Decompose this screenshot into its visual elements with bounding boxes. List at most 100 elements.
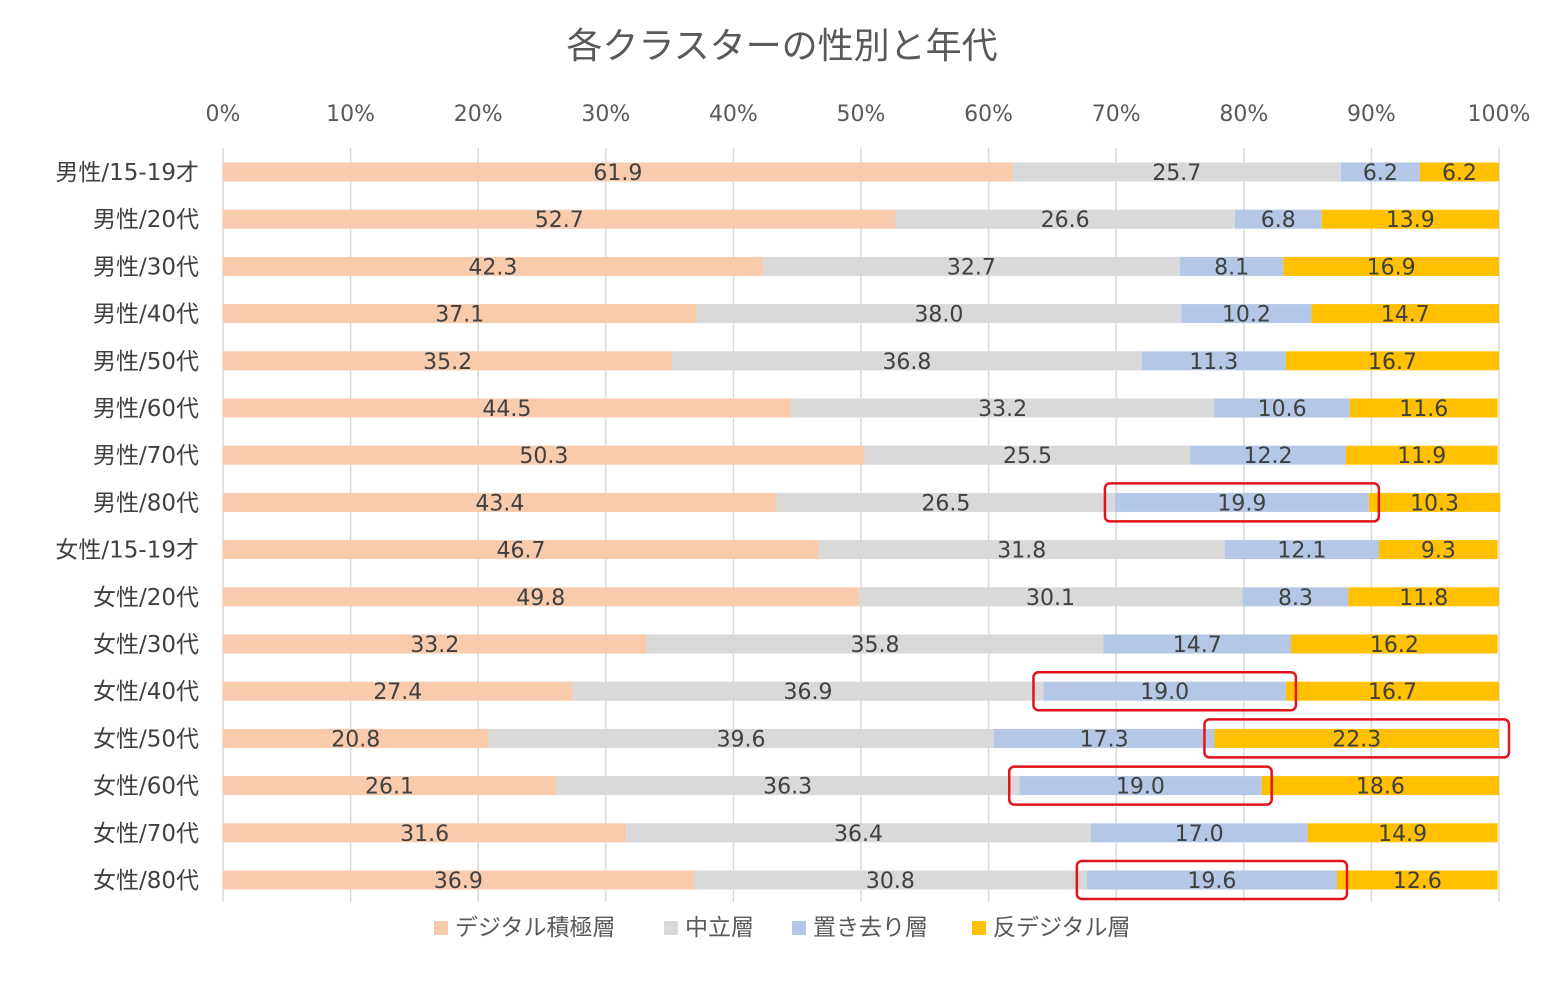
category-label: 男性/40代 [93,302,199,328]
bar-segment [223,351,673,371]
data-label: 42.3 [468,255,517,280]
data-label: 11.6 [1399,397,1448,422]
data-label: 49.8 [516,586,565,611]
bar-segment [223,162,1013,182]
data-label: 9.3 [1421,539,1456,564]
x-tick-label: 60% [964,102,1013,127]
category-label: 男性/20代 [93,207,199,233]
data-label: 31.8 [997,539,1046,564]
category-label: 女性/20代 [93,585,199,611]
highlight-box [1075,859,1349,901]
data-label: 19.0 [1116,775,1165,800]
data-label: 10.3 [1410,491,1459,516]
bar-segment [1419,162,1499,182]
highlight-box [1103,482,1381,523]
category-label: 男性/60代 [93,396,199,422]
bar-segment [1214,398,1350,418]
bar-segment [223,681,573,701]
data-label: 36.8 [882,350,931,375]
bar-segment [1090,823,1308,843]
bar-segment [696,304,1182,324]
x-tick-label: 0% [206,102,241,127]
bar-segment [1291,634,1498,654]
bar-segment [1043,681,1286,701]
x-tick-label: 80% [1219,102,1268,127]
bar-segment [223,445,865,465]
legend-swatch [972,921,986,935]
bar-segment [895,209,1235,229]
data-label: 36.4 [834,822,883,847]
data-label: 10.6 [1258,397,1307,422]
data-label: 36.9 [784,680,833,705]
bars [223,162,1501,890]
category-label: 女性/60代 [93,774,199,800]
bar-segment [993,728,1215,748]
bar-segment [1019,776,1262,796]
bar-segment [1180,256,1284,276]
bar-segment [572,681,1044,701]
bar-segment [1214,728,1499,748]
x-axis-tick-labels: 0% 10% 20% 30% 40% 50% 60% 70% 80% 90% 100% [206,102,1531,127]
bar-segment [223,256,763,276]
legend-label: 反デジタル層 [993,915,1131,941]
bar-segment [776,492,1115,512]
data-label: 6.2 [1363,161,1398,186]
category-label: 男性/80代 [93,490,199,516]
data-label: 19.9 [1217,491,1266,516]
data-label: 25.7 [1152,161,1201,186]
category-label: 女性/50代 [93,726,199,752]
x-tick-label: 100% [1468,102,1531,127]
data-label: 52.7 [535,208,584,233]
bar-segment [1261,776,1499,796]
bar-segment [1368,492,1501,512]
data-label: 6.2 [1442,161,1477,186]
bar-segment [223,634,647,654]
category-label: 男性/50代 [93,349,199,375]
bar-segment [1114,492,1369,512]
bar-segment [556,776,1020,796]
bar-segment [223,209,896,229]
data-label: 30.1 [1026,586,1075,611]
legend-swatch [664,921,678,935]
data-label: 38.0 [914,303,963,328]
bar-segment [223,540,819,560]
data-label: 13.9 [1386,208,1435,233]
category-labels: 男性/15-19才男性/20代男性/30代男性/40代男性/50代男性/60代男… [55,160,199,894]
bar-segment [223,587,859,607]
x-tick-label: 90% [1347,102,1396,127]
data-label: 61.9 [593,161,642,186]
bar-segment [1336,870,1498,890]
data-label: 16.7 [1368,680,1417,705]
data-label: 22.3 [1332,727,1381,752]
category-label: 女性/40代 [93,679,199,705]
data-label: 16.7 [1368,350,1417,375]
bar-segment [1190,445,1346,465]
bar-segment [1340,162,1420,182]
data-label: 26.1 [365,775,414,800]
bar-segment [818,540,1225,560]
bar-segment [1348,587,1499,607]
data-label: 50.3 [519,444,568,469]
data-label: 27.4 [373,680,422,705]
highlight-box [1203,718,1511,759]
bar-segment [1242,587,1349,607]
data-label: 12.1 [1277,539,1326,564]
legend-swatch [434,921,448,935]
bar-segment [1345,445,1498,465]
bar-segment [1311,304,1499,324]
data-label: 26.6 [1041,208,1090,233]
x-tick-label: 10% [326,102,375,127]
data-label: 35.2 [423,350,472,375]
data-label: 35.8 [851,633,900,658]
bar-segment [1307,823,1498,843]
category-label: 女性/30代 [93,632,199,658]
bar-segment [1379,540,1498,560]
legend-label: 中立層 [685,915,754,941]
data-label: 6.8 [1261,208,1296,233]
bar-segment [223,823,627,843]
data-label: 14.7 [1381,303,1430,328]
bar-segment [223,728,489,748]
highlight-box [1007,765,1273,806]
legend-swatch [792,921,806,935]
